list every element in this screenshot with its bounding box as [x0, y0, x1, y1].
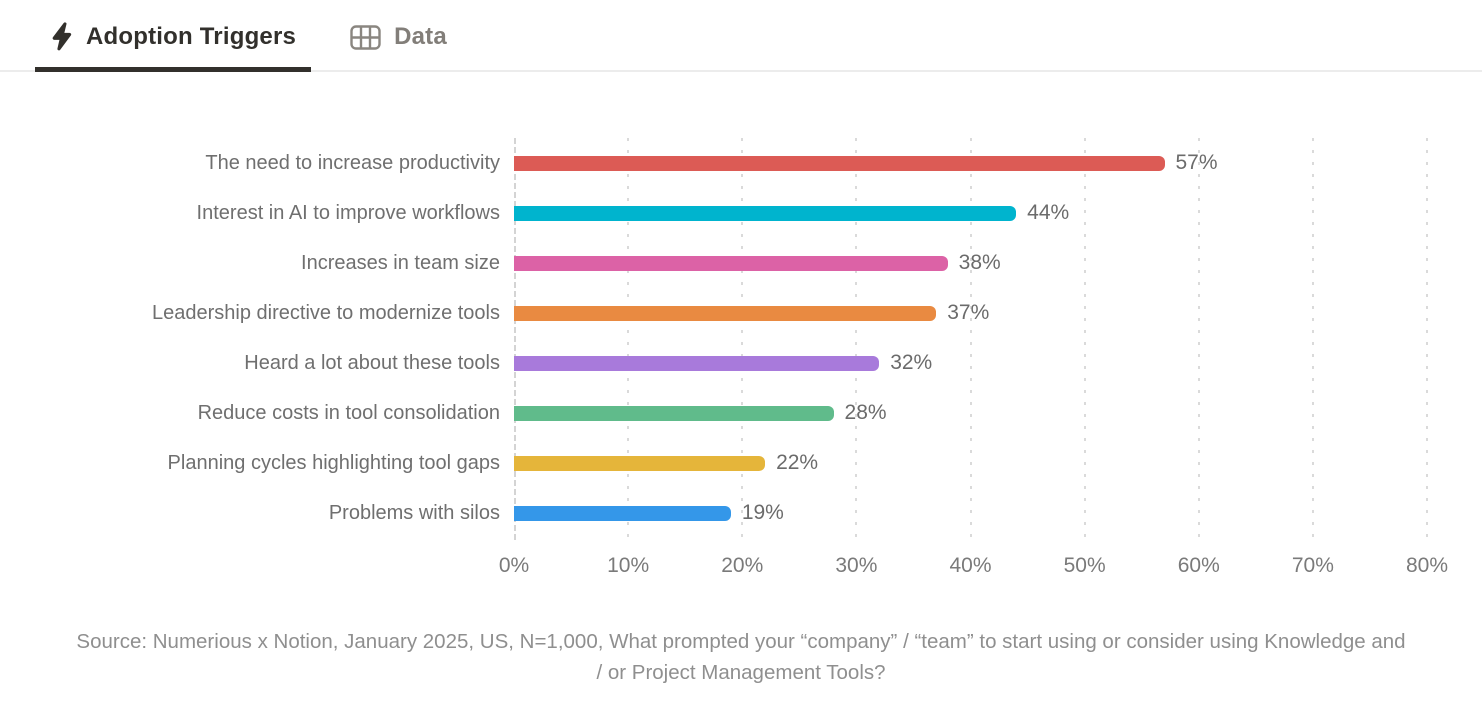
- gridline: [969, 138, 972, 540]
- gridline: [1197, 138, 1200, 540]
- tab-data[interactable]: Data: [335, 19, 462, 72]
- gridline: [1083, 138, 1086, 540]
- tab-label: Adoption Triggers: [86, 22, 297, 50]
- x-tick-label: 60%: [1177, 554, 1220, 577]
- category-label: Planning cycles highlighting tool gaps: [167, 451, 500, 474]
- category-label: Increases in team size: [301, 251, 500, 274]
- value-label: 32%: [890, 351, 933, 374]
- bar-row: 44%: [514, 188, 1427, 238]
- value-label: 37%: [947, 301, 990, 324]
- bar[interactable]: [514, 405, 834, 421]
- x-axis: 0% 10% 20% 30% 40% 50% 60% 70% 80%: [499, 554, 1448, 584]
- bar[interactable]: [514, 155, 1165, 171]
- gridline: [627, 138, 630, 540]
- category-label: Reduce costs in tool consolidation: [197, 401, 500, 424]
- category-label: Problems with silos: [328, 501, 500, 524]
- bar-row: 32%: [514, 338, 1427, 388]
- value-label: 44%: [1027, 201, 1070, 224]
- category-label: The need to increase productivity: [205, 151, 500, 174]
- value-label: 38%: [958, 251, 1001, 274]
- bar-row: 57%: [514, 138, 1427, 188]
- gridline: [855, 138, 858, 540]
- tab-bar: Adoption Triggers Data: [0, 0, 1482, 72]
- x-tick-label: 80%: [1405, 554, 1449, 577]
- bar[interactable]: [514, 305, 937, 321]
- category-labels: The need to increase productivity Interes…: [0, 138, 514, 540]
- chart-area: The need to increase productivity Interes…: [0, 138, 1482, 688]
- x-tick-label: 40%: [949, 554, 992, 577]
- bar[interactable]: [514, 455, 766, 471]
- x-tick-label: 0%: [498, 554, 530, 577]
- bar-row: 37%: [514, 288, 1427, 338]
- category-label: Leadership directive to modernize tools: [152, 301, 500, 324]
- bar-row: 19%: [514, 488, 1427, 538]
- category-label: Interest in AI to improve workflows: [196, 201, 500, 224]
- bar[interactable]: [514, 255, 948, 271]
- value-label: 19%: [741, 501, 784, 524]
- bar[interactable]: [514, 205, 1017, 221]
- gridline: [1426, 138, 1428, 540]
- bar-row: 22%: [514, 438, 1427, 488]
- source-note: Source: Numerious x Notion, January 2025…: [76, 630, 1406, 684]
- bar-row: 28%: [514, 388, 1427, 438]
- x-tick-label: 10%: [607, 554, 650, 577]
- table-icon: [350, 24, 381, 50]
- bar[interactable]: [514, 505, 731, 521]
- category-label: Heard a lot about these tools: [244, 351, 500, 374]
- bar-chart: The need to increase productivity Interes…: [0, 138, 1482, 584]
- bar-row: 38%: [514, 238, 1427, 288]
- x-tick-label: 20%: [721, 554, 764, 577]
- x-tick-label: 50%: [1063, 554, 1106, 577]
- x-tick-label: 70%: [1291, 554, 1334, 577]
- bar[interactable]: [514, 355, 880, 371]
- tab-adoption-triggers[interactable]: Adoption Triggers: [35, 18, 312, 72]
- tab-label: Data: [394, 23, 447, 50]
- value-label: 57%: [1175, 151, 1218, 174]
- value-label: 22%: [776, 451, 819, 474]
- gridline: [741, 138, 744, 540]
- y-axis-line: [514, 138, 516, 540]
- lightning-icon: [50, 22, 73, 51]
- gridline: [1311, 138, 1314, 540]
- plot-area: 57% 44% 38% 37% 32% 28% 22% 19%: [514, 138, 1428, 540]
- value-label: 28%: [844, 401, 887, 424]
- x-tick-label: 30%: [835, 554, 878, 577]
